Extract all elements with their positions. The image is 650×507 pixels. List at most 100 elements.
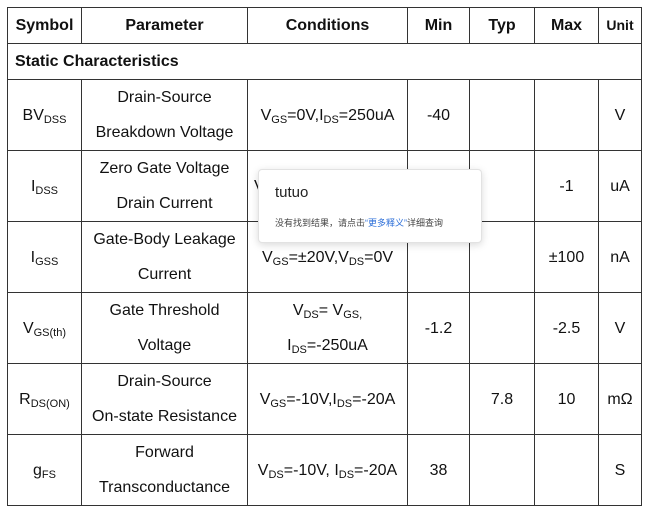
parameter-line: Gate-Body Leakage xyxy=(93,231,236,248)
cond-sub: DS xyxy=(268,468,284,481)
min-cell: -1.2 xyxy=(407,292,470,364)
typ-cell: 7.8 xyxy=(469,363,535,435)
symbol-sub: FS xyxy=(41,468,56,481)
dictionary-popup: tutuo 没有找到结果，请点击“更多释义”详细查询 xyxy=(258,169,482,243)
parameter-line: Drain Current xyxy=(116,195,213,212)
parameter-line: Transconductance xyxy=(98,479,231,496)
min-cell: -40 xyxy=(407,79,470,151)
symbol-cell: IGSS xyxy=(7,221,82,293)
symbol-sub: DS(ON) xyxy=(30,397,70,410)
header-conditions: Conditions xyxy=(247,7,408,44)
cond-sub: DS xyxy=(303,309,319,321)
header-typ: Typ xyxy=(469,7,535,44)
symbol-sub: GSS xyxy=(35,255,59,268)
parameter-line: Gate Threshold xyxy=(109,302,220,319)
parameter-line: On-state Resistance xyxy=(92,408,237,425)
cond-line: VDS= VGS, xyxy=(248,293,407,328)
max-cell: -2.5 xyxy=(534,292,599,364)
symbol-main: V xyxy=(22,319,34,337)
cond-text: =-250uA xyxy=(306,337,368,354)
typ-cell xyxy=(469,79,535,151)
typ-cell xyxy=(469,434,535,506)
symbol-main: BV xyxy=(22,106,44,124)
cond-text: V xyxy=(338,248,349,266)
unit-cell: S xyxy=(598,434,642,506)
cond-text: =-10V, xyxy=(286,390,333,408)
cond-text: =±20V, xyxy=(288,248,339,266)
parameter-line: Zero Gate Voltage xyxy=(99,160,230,177)
symbol-cell: BVDSS xyxy=(7,79,82,151)
cond-text: =-20A xyxy=(352,390,396,408)
table-row: RDS(ON) Drain-Source On-state Resistance … xyxy=(7,363,642,435)
parameter-line: Drain-Source xyxy=(117,373,212,390)
cond-text: =-10V, xyxy=(283,461,335,479)
cond-text: = V xyxy=(318,302,344,319)
cond-text: V xyxy=(259,390,271,408)
header-max: Max xyxy=(534,7,599,44)
symbol-sub: DSS xyxy=(43,113,67,126)
cond-text: =-20A xyxy=(354,461,398,479)
section-row: Static Characteristics xyxy=(7,43,642,80)
cond-text: =250uA xyxy=(338,106,395,124)
cond-sub: GS xyxy=(272,255,289,268)
cond-sub: DS xyxy=(323,113,339,126)
symbol-sub: GS(th) xyxy=(33,326,67,339)
popup-message-prefix: 没有找到结果，请点击 xyxy=(275,218,366,228)
parameter-cell: Gate Threshold Voltage xyxy=(81,292,248,364)
header-row: Symbol Parameter Conditions Min Typ Max … xyxy=(7,7,642,44)
symbol-cell: gFS xyxy=(7,434,82,506)
section-title: Static Characteristics xyxy=(7,43,642,80)
parameter-line: Voltage xyxy=(137,337,192,354)
parameter-cell: Drain-Source Breakdown Voltage xyxy=(81,79,248,151)
table-row: BVDSS Drain-Source Breakdown Voltage VGS=… xyxy=(7,79,642,151)
parameter-line: Drain-Source xyxy=(117,89,212,106)
cond-sub: GS, xyxy=(343,309,363,321)
popup-message: 没有找到结果，请点击“更多释义”详细查询 xyxy=(275,216,443,229)
cond-text: =0V xyxy=(364,248,394,266)
table-row: VGS(th) Gate Threshold Voltage VDS= VGS, … xyxy=(7,292,642,364)
min-cell xyxy=(407,363,470,435)
popup-word: tutuo xyxy=(275,184,309,201)
max-cell: 10 xyxy=(534,363,599,435)
cond-sub: GS xyxy=(271,113,288,126)
parameter-line: Current xyxy=(137,266,192,283)
cond-text: V xyxy=(261,248,273,266)
parameter-cell: Forward Transconductance xyxy=(81,434,248,506)
symbol-main: I xyxy=(30,248,36,266)
cond-sub: DS xyxy=(336,397,353,410)
symbol-sub: DSS xyxy=(35,184,59,197)
cond-text: I xyxy=(332,390,337,408)
cond-sub: DS xyxy=(338,468,355,481)
cond-sub: DS xyxy=(291,344,307,356)
max-cell: ±100 xyxy=(534,221,599,293)
cond-sub: DS xyxy=(348,255,365,268)
cond-sub: GS xyxy=(270,397,287,410)
unit-cell: uA xyxy=(598,150,642,222)
cond-text: I xyxy=(334,461,339,479)
max-cell xyxy=(534,79,599,151)
popup-message-suffix: 详细查询 xyxy=(407,218,444,228)
table-row: IGSS Gate-Body Leakage Current VGS=±20V,V… xyxy=(7,221,642,293)
spec-table: Symbol Parameter Conditions Min Typ Max … xyxy=(7,7,642,506)
symbol-cell: RDS(ON) xyxy=(7,363,82,435)
more-definitions-link[interactable]: “更多释义” xyxy=(365,218,408,228)
parameter-cell: Gate-Body Leakage Current xyxy=(81,221,248,293)
conditions-cell: VDS=-10V, IDS=-20A xyxy=(247,434,408,506)
header-min: Min xyxy=(407,7,470,44)
cond-text: V xyxy=(257,461,269,479)
conditions-cell: VGS=-10V,IDS=-20A xyxy=(247,363,408,435)
symbol-main: R xyxy=(19,390,31,408)
unit-cell: V xyxy=(598,79,642,151)
typ-cell xyxy=(469,292,535,364)
parameter-line: Breakdown Voltage xyxy=(95,124,234,141)
conditions-cell: VDS= VGS, IDS=-250uA xyxy=(247,292,408,364)
conditions-cell: VGS=0V,IDS=250uA xyxy=(247,79,408,151)
symbol-cell: VGS(th) xyxy=(7,292,82,364)
max-cell: -1 xyxy=(534,150,599,222)
parameter-cell: Zero Gate Voltage Drain Current xyxy=(81,150,248,222)
cond-text: =0V, xyxy=(287,106,320,124)
symbol-main: g xyxy=(33,461,42,479)
cond-text: I xyxy=(319,106,324,124)
cond-text: V xyxy=(292,302,304,319)
header-unit: Unit xyxy=(598,7,642,44)
